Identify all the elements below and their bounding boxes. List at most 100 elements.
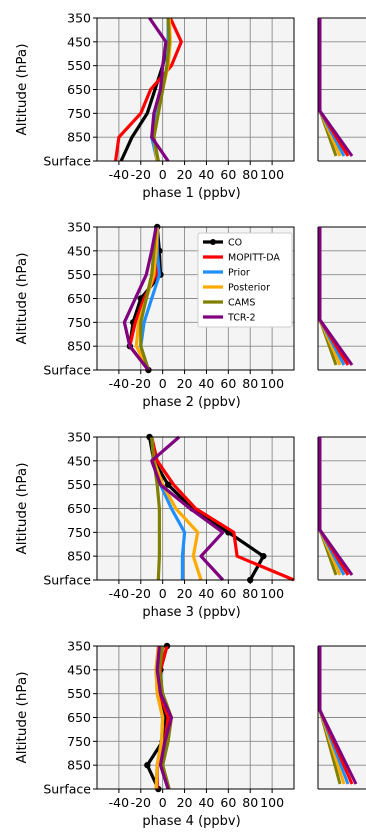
y-axis-label: Altitude (hPa)	[14, 253, 30, 345]
x-axis-label: phase 2 (ppbv)	[142, 395, 240, 410]
cropped-series-line	[318, 437, 354, 576]
x-tick-label: 40	[198, 586, 214, 601]
chart-panel-3: Surface 850 750 650 550 450 350 -40 -20 0 20 40 60 80…	[14, 430, 366, 620]
x-tick-label: 20	[177, 586, 193, 601]
cropped-right-panel	[317, 226, 366, 371]
y-axis-label: Altitude (hPa)	[14, 463, 30, 555]
y-tick-label: 550	[67, 477, 91, 492]
x-tick-label: 20	[177, 376, 193, 391]
x-tick-label: 80	[242, 376, 258, 391]
y-tick-label: Surface	[43, 573, 91, 588]
legend-marker	[210, 239, 216, 245]
x-tick-label: 40	[198, 376, 214, 391]
y-tick-label: 750	[67, 525, 91, 540]
x-tick-label: 20	[177, 795, 193, 810]
y-tick-label: 450	[67, 243, 91, 258]
legend-label: TCR-2	[227, 313, 256, 324]
x-tick-label: 20	[177, 167, 193, 182]
x-tick-label: 100	[260, 795, 284, 810]
y-tick-label: 850	[67, 758, 91, 773]
series-line-mopitt-da	[150, 436, 295, 582]
x-tick-label: -20	[131, 167, 151, 182]
x-tick-label: -40	[109, 795, 129, 810]
data-point-co	[164, 481, 172, 488]
legend-label: CO	[228, 238, 242, 249]
x-tick-label: 100	[260, 376, 284, 391]
cropped-series-line	[318, 227, 354, 366]
legend-label: Prior	[228, 268, 250, 279]
x-tick-label: -20	[131, 376, 151, 391]
y-tick-label: 350	[67, 430, 91, 445]
x-tick-label: -40	[109, 586, 129, 601]
x-tick-label: 40	[198, 167, 214, 182]
x-tick-label: 80	[242, 167, 258, 182]
x-tick-label: 60	[220, 376, 236, 391]
y-tick-label: 750	[67, 734, 91, 749]
y-tick-label: 650	[67, 291, 91, 306]
x-tick-label: -40	[109, 167, 129, 182]
x-tick-label: -40	[109, 376, 129, 391]
series-line-tcr-2	[148, 17, 170, 162]
y-tick-label: Surface	[43, 154, 91, 169]
y-tick-label: Surface	[43, 782, 91, 797]
x-tick-label: 100	[260, 167, 284, 182]
x-tick-label: 0	[159, 795, 167, 810]
chart-panel-2: Surface 850 750 650 550 450 350 -40 -20 0 20 40 60 80…	[14, 220, 366, 410]
x-tick-label: 80	[242, 795, 258, 810]
y-tick-label: 850	[67, 130, 91, 145]
y-tick-label: 850	[67, 549, 91, 564]
x-tick-label: 40	[198, 795, 214, 810]
y-tick-label: 550	[67, 686, 91, 701]
y-tick-label: 450	[67, 34, 91, 49]
x-tick-label: -20	[131, 795, 151, 810]
y-tick-label: 550	[67, 267, 91, 282]
y-tick-label: 350	[67, 11, 91, 26]
y-tick-label: 650	[67, 501, 91, 516]
x-tick-label: 60	[220, 795, 236, 810]
legend-label: MOPITT-DA	[228, 253, 280, 264]
series-line-tcr-2	[150, 435, 225, 582]
y-tick-label: 450	[67, 662, 91, 677]
cropped-series-line	[318, 646, 358, 785]
y-tick-label: 750	[67, 106, 91, 121]
x-tick-label: 0	[159, 586, 167, 601]
y-tick-label: 750	[67, 315, 91, 330]
data-point-co	[144, 761, 151, 769]
x-tick-label: 100	[260, 586, 284, 601]
x-tick-label: 60	[220, 586, 236, 601]
y-tick-label: 850	[67, 339, 91, 354]
y-tick-label: 350	[67, 220, 91, 235]
y-tick-label: 650	[67, 710, 91, 725]
series-line-cams	[139, 226, 158, 371]
y-tick-label: Surface	[43, 363, 91, 378]
y-tick-label: 350	[67, 639, 91, 654]
x-tick-label: 80	[242, 586, 258, 601]
x-axis-label: phase 3 (ppbv)	[142, 605, 240, 620]
series-line-cams	[152, 17, 171, 162]
legend-label: CAMS	[228, 298, 255, 309]
series-line-tcr-2	[155, 645, 173, 790]
chart-panel-1: Surface 850 750 650 550 450 350 -40 -20 0 20 40 60 80…	[14, 11, 366, 201]
y-tick-label: 650	[67, 82, 91, 97]
legend-label: Posterior	[228, 283, 270, 294]
chart-panel-4: Surface 850 750 650 550 450 350 -40 -20 0 20 40 60 80…	[14, 639, 366, 829]
y-axis-label: Altitude (hPa)	[14, 672, 30, 764]
x-tick-label: 60	[220, 167, 236, 182]
x-tick-label: -20	[131, 586, 151, 601]
cropped-right-panel	[317, 436, 366, 581]
series-line-mopitt-da	[114, 17, 183, 162]
series-line-tcr-2	[122, 226, 158, 371]
cropped-right-panel	[317, 645, 366, 790]
y-tick-label: 550	[67, 58, 91, 73]
y-axis-label: Altitude (hPa)	[14, 44, 30, 136]
cropped-right-panel	[317, 17, 366, 162]
data-point-co	[260, 552, 267, 560]
x-axis-label: phase 4 (ppbv)	[142, 814, 240, 829]
x-tick-label: 0	[159, 376, 167, 391]
y-tick-label: 450	[67, 453, 91, 468]
cropped-series-line	[318, 18, 354, 157]
x-tick-label: 0	[159, 167, 167, 182]
legend: CO MOPITT-DA Prior Posterior CAMS TCR-2	[197, 232, 293, 328]
x-axis-label: phase 1 (ppbv)	[142, 186, 240, 201]
